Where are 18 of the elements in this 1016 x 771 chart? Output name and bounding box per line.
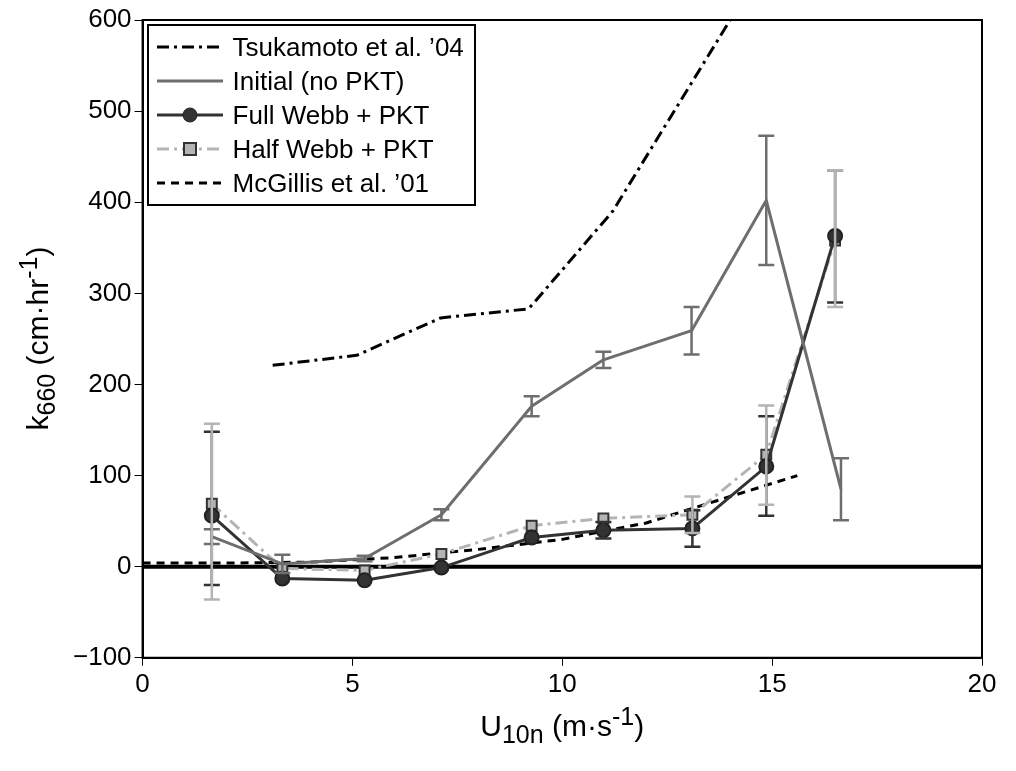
y-tick-label: 300 — [88, 276, 132, 307]
legend-label: McGillis et al. ’01 — [232, 167, 430, 200]
x-tick-label: 20 — [967, 667, 997, 698]
x-tick-label: 15 — [757, 667, 787, 698]
x-tick-label: 10 — [547, 667, 577, 698]
y-tick-label: 500 — [88, 94, 132, 125]
legend-label: Initial (no PKT) — [232, 65, 405, 98]
legend-label: Tsukamoto et al. ’04 — [232, 31, 464, 64]
y-tick-label: 400 — [88, 185, 132, 216]
x-axis-title: U$_{10n}$ (m·s$^{-1}$) — [480, 701, 645, 749]
y-tick-label: 200 — [88, 367, 132, 398]
y-tick-label: 0 — [117, 549, 132, 580]
x-tick-label: 5 — [345, 667, 360, 698]
legend-label: Half Webb + PKT — [232, 133, 434, 166]
y-tick-label: 600 — [88, 3, 132, 34]
y-tick-label: 100 — [88, 458, 132, 489]
y-tick-label: −100 — [72, 640, 132, 671]
legend-label: Full Webb + PKT — [232, 99, 430, 132]
